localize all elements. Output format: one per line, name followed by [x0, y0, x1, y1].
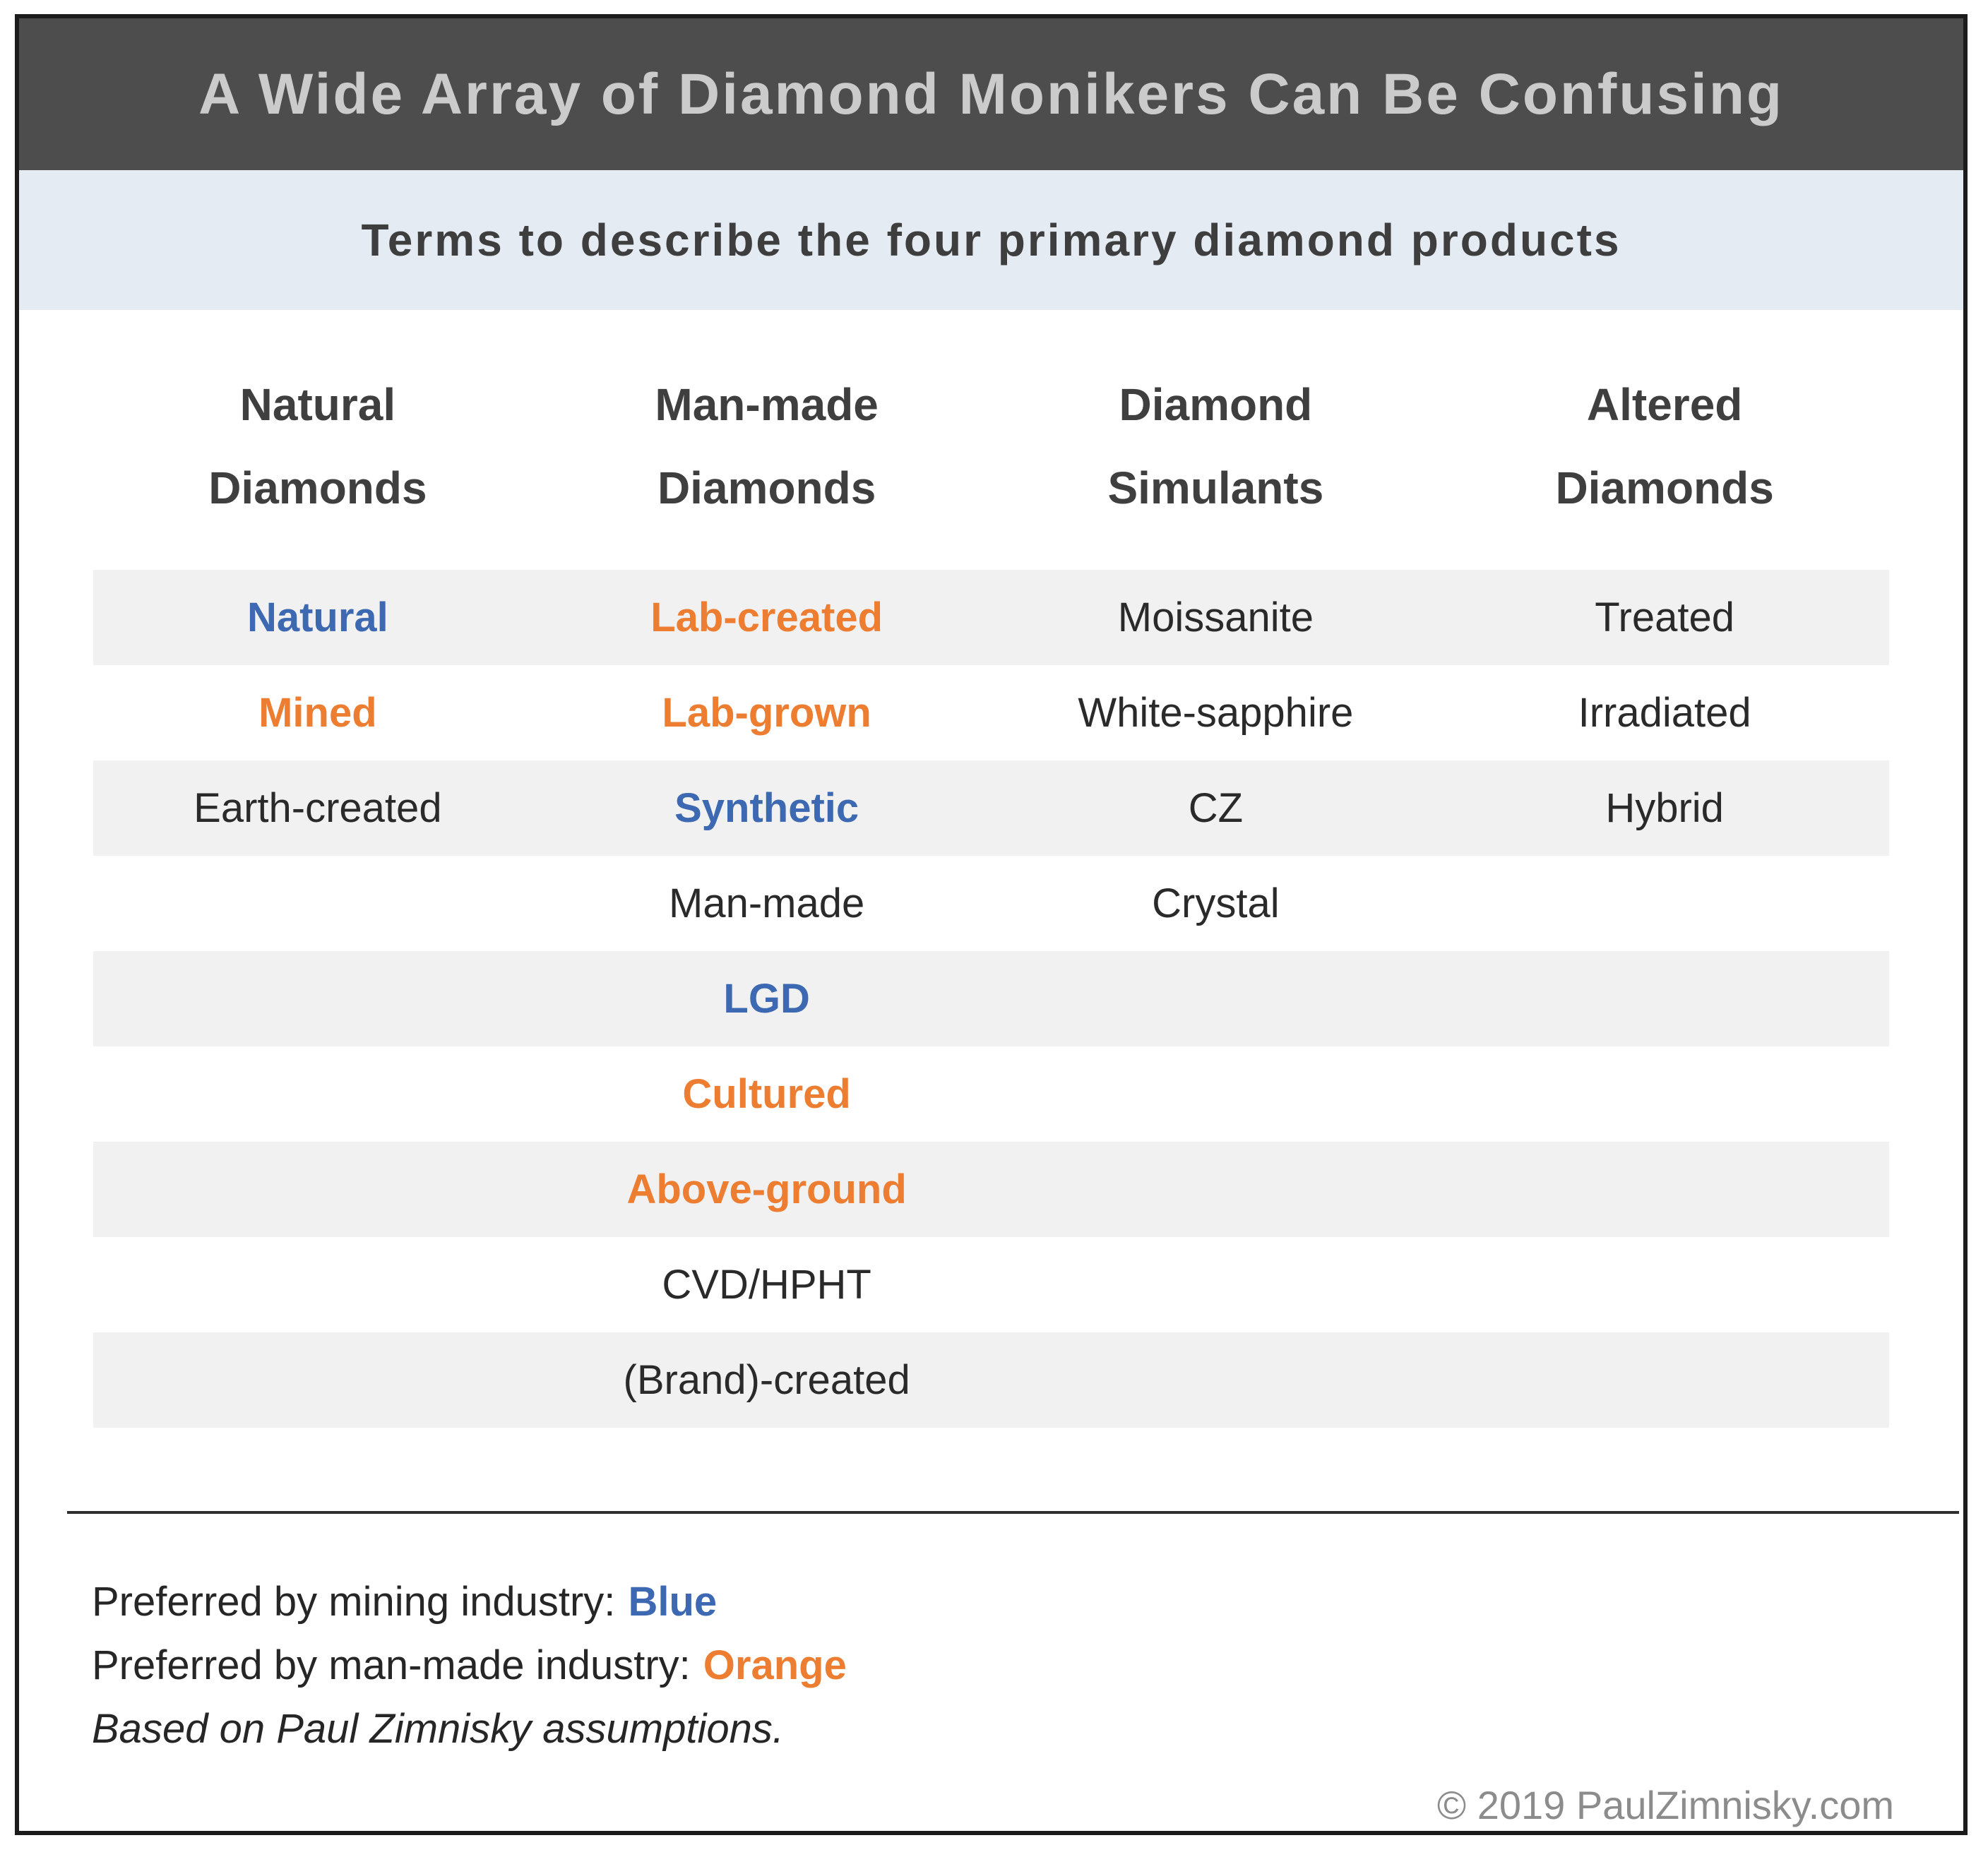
term-cell: Above-ground — [626, 1166, 907, 1212]
copyright: © 2019 PaulZimnisky.com — [1436, 1782, 1894, 1827]
term-cell: White-sapphire — [1078, 690, 1354, 736]
page-subtitle: Terms to describe the four primary diamo… — [361, 215, 1621, 265]
term-cell: CZ — [1188, 785, 1244, 831]
table-row: (Brand)-created — [93, 1332, 1889, 1428]
term-cell: Natural — [246, 595, 388, 640]
title-bar: A Wide Array of Diamond Monikers Can Be … — [19, 18, 1963, 170]
header-line: Diamonds — [1555, 462, 1774, 513]
footer: Preferred by mining industry: Blue Prefer… — [92, 1570, 1893, 1761]
header-line: Diamonds — [208, 462, 427, 513]
term-cell: Treated — [1595, 595, 1734, 640]
header-line: Simulants — [1107, 462, 1324, 513]
terms-table: Natural Diamonds Man-made Diamonds Diamo… — [93, 310, 1889, 1428]
term-cell: Synthetic — [674, 785, 859, 831]
term-cell: Mined — [258, 690, 377, 736]
term-cell: Earth-created — [194, 785, 442, 831]
column-header-diamond-simulants: Diamond Simulants — [992, 363, 1441, 530]
table-row: Natural Lab-created Moissanite Treated — [93, 570, 1889, 665]
header-line: Natural — [239, 378, 396, 430]
term-cell: Hybrid — [1605, 785, 1724, 831]
term-cell: LGD — [723, 976, 810, 1022]
term-cell: Moissanite — [1117, 595, 1314, 640]
assumptions-note: Based on Paul Zimnisky assumptions. — [92, 1705, 784, 1752]
infographic-frame: A Wide Array of Diamond Monikers Can Be … — [15, 14, 1968, 1835]
column-header-natural-diamonds: Natural Diamonds — [93, 363, 542, 530]
legend-line-mining: Preferred by mining industry: Blue — [92, 1570, 1893, 1634]
table-row: Above-ground — [93, 1142, 1889, 1237]
header-line: Diamond — [1119, 378, 1313, 430]
term-cell: Lab-created — [650, 595, 883, 640]
term-cell: CVD/HPHT — [662, 1262, 871, 1308]
table-row: Earth-created Synthetic CZ Hybrid — [93, 760, 1889, 856]
legend-label: Preferred by man-made industry: — [92, 1642, 691, 1688]
legend-line-manmade: Preferred by man-made industry: Orange — [92, 1634, 1893, 1697]
term-cell: Man-made — [669, 880, 865, 926]
subtitle-bar: Terms to describe the four primary diamo… — [19, 170, 1963, 310]
footer-divider — [67, 1511, 1959, 1514]
table-row: Man-made Crystal — [93, 856, 1889, 951]
column-header-man-made-diamonds: Man-made Diamonds — [542, 363, 992, 530]
table-row: Cultured — [93, 1046, 1889, 1142]
legend-value-orange: Orange — [703, 1642, 847, 1688]
term-cell: (Brand)-created — [623, 1357, 910, 1403]
header-line: Altered — [1586, 378, 1743, 430]
legend-value-blue: Blue — [628, 1579, 718, 1625]
page-title: A Wide Array of Diamond Monikers Can Be … — [198, 61, 1785, 126]
term-cell: Crystal — [1152, 880, 1280, 926]
legend-label: Preferred by mining industry: — [92, 1579, 616, 1625]
term-cell: Irradiated — [1578, 690, 1751, 736]
table-header-row: Natural Diamonds Man-made Diamonds Diamo… — [93, 310, 1889, 570]
term-cell: Cultured — [682, 1071, 851, 1117]
table-row: LGD — [93, 951, 1889, 1046]
header-line: Man-made — [655, 378, 879, 430]
header-line: Diamonds — [657, 462, 876, 513]
column-header-altered-diamonds: Altered Diamonds — [1440, 363, 1889, 530]
term-cell: Lab-grown — [662, 690, 871, 736]
table-row: CVD/HPHT — [93, 1237, 1889, 1332]
table-row: Mined Lab-grown White-sapphire Irradiate… — [93, 665, 1889, 760]
